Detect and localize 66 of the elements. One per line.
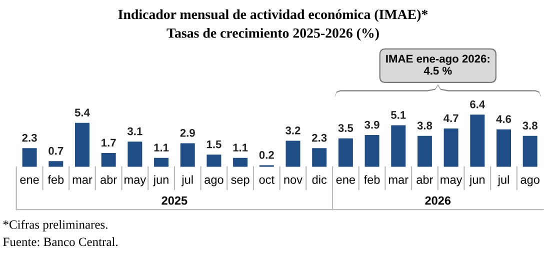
- bar: [233, 158, 248, 167]
- chart-title: Indicador mensual de actividad económica (IMAE)*: [118, 9, 428, 22]
- data-label: 1.1: [233, 144, 248, 152]
- bar: [128, 142, 142, 167]
- data-label: 3.8: [417, 122, 432, 130]
- x-tick-label: jul: [181, 175, 193, 186]
- annotation: IMAE ene-ago 2026: 4.5 %: [386, 54, 490, 75]
- bar: [470, 114, 485, 167]
- x-tick-label: nov: [284, 177, 302, 184]
- bar: [312, 148, 327, 167]
- data-label: 1.1: [154, 144, 169, 152]
- bar: [417, 136, 432, 167]
- data-label: 3.8: [522, 122, 538, 130]
- x-tick-label: feb: [48, 175, 64, 184]
- x-tick-label: feb: [364, 175, 380, 184]
- x-tick-label: abr: [416, 175, 434, 184]
- data-label: 4.6: [496, 115, 512, 123]
- bar: [286, 140, 300, 167]
- data-label: 3.2: [286, 126, 300, 134]
- x-tick-label: mar: [388, 177, 408, 184]
- data-label: 0.2: [259, 151, 274, 159]
- data-label: 5.1: [390, 111, 406, 119]
- data-label: 1.5: [206, 140, 222, 148]
- data-label: 2.9: [180, 128, 195, 137]
- data-label: 2.3: [22, 134, 37, 142]
- bar: [101, 153, 116, 167]
- text: 2025: [162, 196, 188, 205]
- data-label: 4.7: [444, 114, 458, 122]
- data-label: 6.4: [470, 100, 486, 108]
- x-tick-label: abr: [100, 175, 117, 184]
- bar: [338, 138, 353, 167]
- x-tick-label: may: [440, 177, 462, 186]
- data-label: 3.5: [338, 124, 354, 132]
- data-label: 2.3: [312, 134, 327, 142]
- x-tick-label: jul: [498, 175, 509, 186]
- bar: [154, 158, 169, 167]
- data-label: 0.7: [48, 146, 64, 155]
- bar: [391, 125, 406, 167]
- bar: [496, 129, 511, 167]
- x-tick-label: jun: [469, 175, 485, 186]
- bar: [364, 135, 380, 167]
- x-tick-label: dic: [312, 175, 327, 184]
- bar: [48, 161, 64, 167]
- bar: [206, 154, 222, 167]
- x-tick-label: sep: [231, 177, 250, 186]
- text: *Cifras preliminares.: [3, 220, 108, 232]
- source-note: Fuente: Banco Central.: [3, 237, 118, 246]
- bar: [74, 122, 90, 167]
- x-tick-label: oct: [259, 176, 274, 184]
- data-label: 1.7: [102, 138, 116, 147]
- bar: [522, 136, 538, 167]
- x-tick-label: ene: [20, 177, 39, 184]
- x-tick-label: jun: [153, 175, 168, 186]
- x-tick-label: ago: [204, 177, 224, 186]
- x-tick-label: mar: [72, 177, 92, 184]
- data-label: 3.1: [127, 127, 142, 136]
- data-label: 3.9: [364, 120, 380, 129]
- x-tick-label: may: [124, 177, 146, 186]
- text: 2026: [425, 196, 451, 205]
- bar: [444, 128, 458, 167]
- chart-subtitle: Tasas de crecimiento 2025-2026 (%): [166, 28, 379, 41]
- x-tick-label: ene: [336, 177, 356, 184]
- bar: [180, 143, 195, 167]
- x-tick-label: ago: [520, 177, 540, 186]
- bar: [22, 148, 37, 167]
- data-label: 5.4: [74, 108, 90, 116]
